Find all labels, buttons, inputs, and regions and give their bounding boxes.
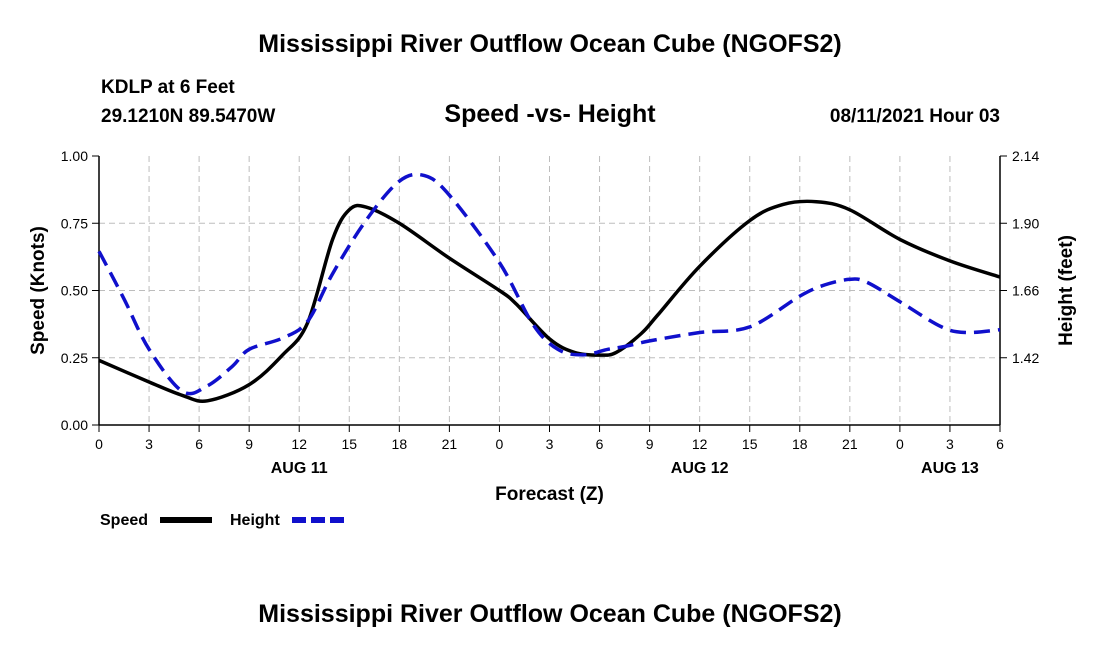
y2-tick-label: 1.90 [1012, 215, 1039, 231]
y-tick-label: 1.00 [61, 148, 88, 164]
x-tick-label: 0 [496, 436, 504, 452]
date-label: AUG 11 [271, 460, 328, 477]
x-tick-label: 6 [195, 436, 203, 452]
station-label: KDLP at 6 Feet [101, 77, 235, 98]
y-tick-label: 0.50 [61, 283, 88, 299]
date-label: AUG 13 [921, 460, 979, 477]
x-tick-label: 9 [245, 436, 253, 452]
y-axis-title: Speed (Knots) [28, 226, 49, 355]
x-tick-label: 0 [896, 436, 904, 452]
x-tick-label: 3 [145, 436, 153, 452]
y-tick-label: 0.00 [61, 417, 88, 433]
chart-subtitle: Speed -vs- Height [444, 100, 656, 128]
forecast-timestamp: 08/11/2021 Hour 03 [829, 106, 1000, 127]
x-tick-label: 12 [291, 436, 307, 452]
x-tick-label: 15 [742, 436, 758, 452]
y-tick-label: 0.75 [61, 215, 88, 231]
station-coordinates: 29.1210N 89.5470W [101, 106, 276, 127]
x-tick-label: 15 [341, 436, 357, 452]
x-tick-label: 3 [946, 436, 954, 452]
x-tick-label: 12 [692, 436, 708, 452]
date-label: AUG 12 [671, 460, 729, 477]
y2-tick-label: 1.66 [1012, 283, 1039, 299]
y-tick-label: 0.25 [61, 350, 88, 366]
x-tick-label: 18 [792, 436, 808, 452]
series-line-speed [98, 199, 1001, 403]
x-tick-label: 21 [442, 436, 458, 452]
x-tick-label: 0 [95, 436, 103, 452]
x-tick-label: 9 [646, 436, 654, 452]
x-tick-label: 6 [596, 436, 604, 452]
legend-label-height: Height [230, 512, 280, 529]
x-tick-label: 6 [996, 436, 1004, 452]
x-tick-label: 3 [546, 436, 554, 452]
x-tick-label: 21 [842, 436, 858, 452]
y2-tick-label: 2.14 [1012, 148, 1039, 164]
series-line-height [97, 172, 1001, 396]
chart-title-bottom: Mississippi River Outflow Ocean Cube (NG… [258, 600, 842, 628]
legend-label-speed: Speed [100, 512, 148, 529]
y2-axis-title: Height (feet) [1056, 235, 1077, 346]
chart-title-top: Mississippi River Outflow Ocean Cube (NG… [258, 30, 842, 58]
x-axis-title: Forecast (Z) [495, 484, 604, 505]
x-tick-label: 18 [392, 436, 408, 452]
y2-tick-label: 1.42 [1012, 350, 1039, 366]
